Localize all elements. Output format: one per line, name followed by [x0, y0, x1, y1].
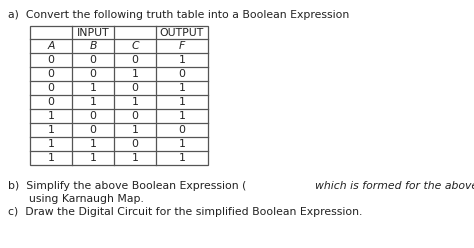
Text: OUTPUT: OUTPUT [160, 28, 204, 37]
Text: 1: 1 [132, 153, 138, 163]
Text: 1: 1 [47, 139, 55, 149]
Text: 0: 0 [90, 69, 97, 79]
Text: 1: 1 [179, 139, 185, 149]
Text: 1: 1 [179, 153, 185, 163]
Text: 0: 0 [179, 125, 185, 135]
Text: 0: 0 [131, 55, 138, 65]
Text: 1: 1 [179, 55, 185, 65]
Text: B: B [89, 41, 97, 51]
Text: INPUT: INPUT [77, 28, 109, 37]
Text: 1: 1 [132, 69, 138, 79]
Text: 0: 0 [90, 111, 97, 121]
Text: using Karnaugh Map.: using Karnaugh Map. [8, 194, 144, 204]
Text: 1: 1 [179, 111, 185, 121]
Text: 0: 0 [131, 111, 138, 121]
Text: F: F [179, 41, 185, 51]
Text: 1: 1 [90, 139, 96, 149]
Text: c)  Draw the Digital Circuit for the simplified Boolean Expression.: c) Draw the Digital Circuit for the simp… [8, 207, 363, 217]
Text: 1: 1 [132, 125, 138, 135]
Bar [30, 26, 208, 165]
Text: 1: 1 [47, 125, 55, 135]
Text: b)  Simplify the above Boolean Expression (: b) Simplify the above Boolean Expression… [8, 181, 246, 191]
Text: 1: 1 [47, 111, 55, 121]
Text: 0: 0 [47, 83, 55, 93]
Text: 0: 0 [131, 139, 138, 149]
Text: 0: 0 [47, 97, 55, 107]
Text: 0: 0 [90, 125, 97, 135]
Text: 0: 0 [47, 69, 55, 79]
Text: 1: 1 [90, 97, 96, 107]
Text: which is formed for the above  truth table: which is formed for the above truth tabl… [315, 181, 474, 191]
Text: 0: 0 [47, 55, 55, 65]
Text: C: C [131, 41, 139, 51]
Text: 0: 0 [90, 55, 97, 65]
Text: 1: 1 [90, 83, 96, 93]
Text: 0: 0 [131, 83, 138, 93]
Text: 1: 1 [132, 97, 138, 107]
Text: 1: 1 [90, 153, 96, 163]
Text: 1: 1 [179, 83, 185, 93]
Text: 1: 1 [47, 153, 55, 163]
Text: A: A [47, 41, 55, 51]
Text: 1: 1 [179, 97, 185, 107]
Text: a)  Convert the following truth table into a Boolean Expression: a) Convert the following truth table int… [8, 10, 349, 20]
Text: 0: 0 [179, 69, 185, 79]
